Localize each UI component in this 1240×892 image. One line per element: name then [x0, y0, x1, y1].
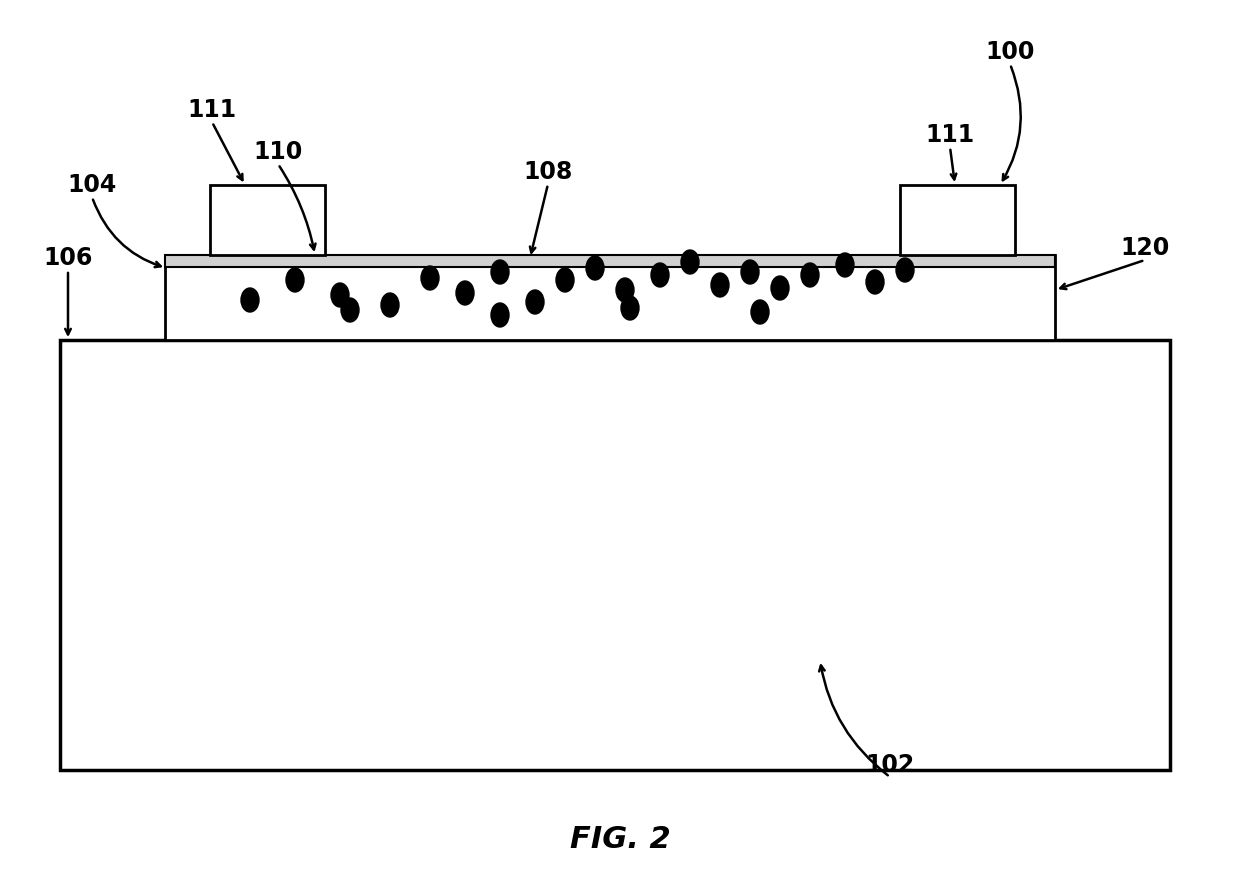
Text: 108: 108 [523, 160, 573, 184]
Ellipse shape [491, 303, 508, 327]
Bar [165, 255, 1055, 340]
Ellipse shape [491, 260, 508, 284]
Ellipse shape [742, 260, 759, 284]
Text: 102: 102 [866, 753, 915, 777]
Bar [165, 255, 1055, 267]
Ellipse shape [621, 296, 639, 320]
Text: 106: 106 [43, 246, 93, 270]
Text: FIG. 2: FIG. 2 [569, 825, 671, 855]
Ellipse shape [681, 250, 699, 274]
Ellipse shape [556, 268, 574, 292]
Ellipse shape [341, 298, 360, 322]
Ellipse shape [651, 263, 670, 287]
Ellipse shape [286, 268, 304, 292]
Ellipse shape [801, 263, 818, 287]
Ellipse shape [866, 270, 884, 294]
Ellipse shape [836, 253, 854, 277]
Ellipse shape [771, 276, 789, 300]
Text: 104: 104 [67, 173, 117, 197]
Text: 111: 111 [925, 123, 975, 147]
Text: 100: 100 [986, 40, 1034, 64]
Ellipse shape [897, 258, 914, 282]
Ellipse shape [616, 278, 634, 302]
Bar [210, 185, 325, 255]
Text: 120: 120 [1121, 236, 1169, 260]
Ellipse shape [331, 283, 348, 307]
Bar [900, 185, 1016, 255]
Text: 110: 110 [253, 140, 303, 164]
Ellipse shape [751, 300, 769, 324]
Ellipse shape [456, 281, 474, 305]
Bar [60, 340, 1171, 770]
Ellipse shape [381, 293, 399, 317]
Ellipse shape [241, 288, 259, 312]
Ellipse shape [422, 266, 439, 290]
Text: 111: 111 [187, 98, 237, 122]
Ellipse shape [711, 273, 729, 297]
Ellipse shape [526, 290, 544, 314]
Ellipse shape [587, 256, 604, 280]
